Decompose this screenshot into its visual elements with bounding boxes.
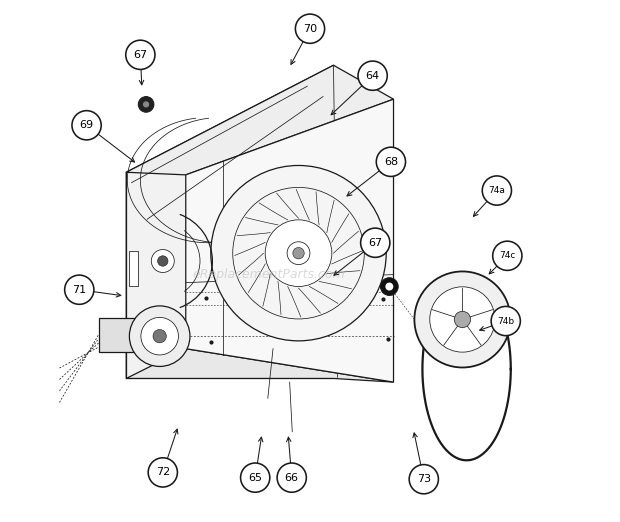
Circle shape xyxy=(130,306,190,366)
Circle shape xyxy=(491,306,520,336)
Text: 74b: 74b xyxy=(497,316,515,326)
Text: 74a: 74a xyxy=(489,186,505,195)
Polygon shape xyxy=(186,99,394,382)
Circle shape xyxy=(143,101,149,108)
Circle shape xyxy=(454,311,471,328)
Polygon shape xyxy=(126,65,394,175)
Text: 69: 69 xyxy=(79,120,94,130)
Text: 67: 67 xyxy=(368,238,383,248)
Circle shape xyxy=(430,287,495,352)
Circle shape xyxy=(64,275,94,304)
Text: 72: 72 xyxy=(156,467,170,478)
Text: 74c: 74c xyxy=(499,251,515,260)
Text: 64: 64 xyxy=(366,70,379,81)
Text: 66: 66 xyxy=(285,472,299,483)
Circle shape xyxy=(409,465,438,494)
Circle shape xyxy=(287,242,310,265)
Text: 68: 68 xyxy=(384,157,398,167)
Circle shape xyxy=(126,40,155,69)
Circle shape xyxy=(381,278,398,295)
Circle shape xyxy=(277,463,306,492)
Circle shape xyxy=(376,147,405,176)
Circle shape xyxy=(386,282,393,291)
Circle shape xyxy=(153,329,166,343)
Circle shape xyxy=(151,250,174,272)
Circle shape xyxy=(293,247,304,259)
Text: 70: 70 xyxy=(303,23,317,34)
Circle shape xyxy=(482,176,512,205)
Circle shape xyxy=(157,256,168,266)
Circle shape xyxy=(241,463,270,492)
Circle shape xyxy=(141,317,179,355)
Circle shape xyxy=(295,14,325,43)
Text: 67: 67 xyxy=(133,50,148,60)
Text: 73: 73 xyxy=(417,474,431,484)
Circle shape xyxy=(265,220,332,287)
Circle shape xyxy=(211,165,386,341)
Circle shape xyxy=(414,271,510,367)
Text: 65: 65 xyxy=(248,472,262,483)
Circle shape xyxy=(358,61,388,90)
Circle shape xyxy=(138,97,154,112)
Circle shape xyxy=(493,241,522,270)
Polygon shape xyxy=(126,349,394,382)
Text: eReplacementParts.com: eReplacementParts.com xyxy=(192,268,345,280)
Circle shape xyxy=(72,111,101,140)
Circle shape xyxy=(361,228,390,257)
Polygon shape xyxy=(129,251,138,286)
Circle shape xyxy=(148,458,177,487)
Polygon shape xyxy=(126,65,334,378)
Polygon shape xyxy=(99,318,135,352)
Text: 71: 71 xyxy=(72,284,86,295)
